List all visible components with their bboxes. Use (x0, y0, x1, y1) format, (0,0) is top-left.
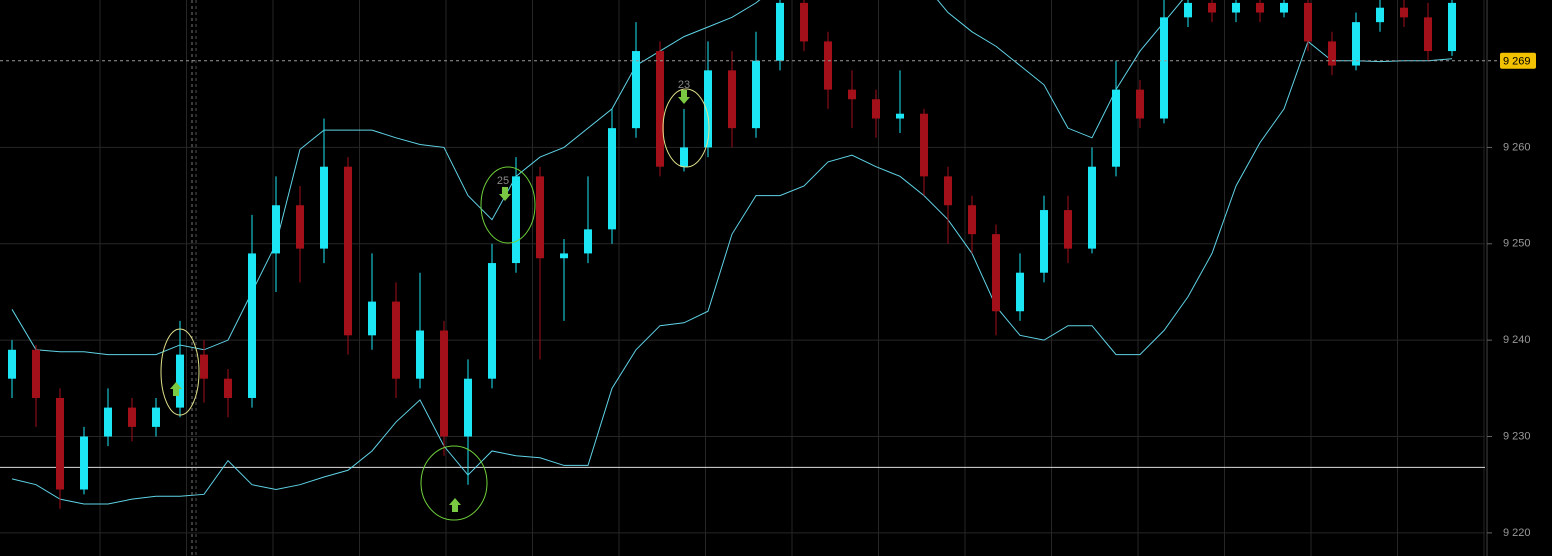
candle-body (488, 263, 496, 379)
candle-body (512, 176, 520, 264)
candle-body (1448, 2, 1456, 52)
candle-body (440, 330, 448, 437)
y-tick-label: 9 230 (1503, 430, 1531, 442)
candle-body (344, 166, 352, 336)
buy-arrow (170, 382, 182, 396)
candle-body (224, 378, 232, 398)
candle-body (1232, 2, 1240, 13)
sell-arrow (499, 187, 511, 201)
candle-body (824, 41, 832, 90)
candle-body (392, 301, 400, 379)
candle-body (872, 99, 880, 119)
bollinger-band (11, 40, 1453, 505)
candle-body (848, 89, 856, 100)
candle-body (1088, 166, 1096, 249)
candle-body (1304, 2, 1312, 42)
candle-body (560, 253, 568, 259)
signal-arrows (170, 90, 690, 512)
candle-body (704, 70, 712, 148)
plot (0, 0, 1485, 509)
candle-body (1256, 2, 1264, 13)
candle-body (248, 253, 256, 398)
candle-body (1136, 89, 1144, 119)
candle-body (632, 51, 640, 129)
candle-body (176, 354, 184, 408)
candle-body (584, 229, 592, 254)
y-tick-label: 9 220 (1503, 527, 1531, 539)
candle-body (128, 407, 136, 427)
candle-body (296, 205, 304, 249)
signal-circle (160, 328, 200, 416)
candle-body (1160, 17, 1168, 119)
price-tag-label: 9 269 (1503, 56, 1531, 68)
y-tick-label: 9 240 (1503, 334, 1531, 346)
candle-body (1376, 7, 1384, 23)
signal-circle (480, 166, 536, 244)
grid (0, 0, 1485, 556)
y-tick-label: 9 260 (1503, 141, 1531, 153)
candle-body (1064, 210, 1072, 249)
y-axis: 9 220 9 230 9 240 9 250 9 260 (1487, 141, 1531, 539)
price-tag (1500, 52, 1536, 69)
candle-body (1112, 89, 1120, 167)
signals (160, 88, 710, 521)
candle-body (992, 234, 1000, 312)
candle-body (920, 113, 928, 177)
candle-body (680, 147, 688, 167)
candle-body (8, 349, 16, 379)
candle-body (536, 176, 544, 259)
candle-body (1040, 210, 1048, 273)
candle-body (1280, 2, 1288, 13)
candle-body (272, 205, 280, 254)
candle-body (104, 407, 112, 437)
signal-circle (662, 88, 710, 168)
candle-body (1208, 2, 1216, 13)
candle-body (1184, 2, 1192, 18)
candle-body (32, 349, 40, 398)
candle-body (320, 166, 328, 249)
sell-arrow (678, 90, 690, 104)
candle-body (464, 378, 472, 437)
candle-body (416, 330, 424, 379)
candle-body (728, 70, 736, 129)
candle-body (1424, 17, 1432, 52)
signal-circle (420, 445, 488, 521)
candle-body (752, 60, 760, 129)
candle-body (1400, 7, 1408, 18)
y-tick-label: 9 250 (1503, 238, 1531, 250)
candle-body (896, 113, 904, 119)
candle-body (800, 2, 808, 42)
candle-body (200, 354, 208, 379)
candle-body (776, 2, 784, 61)
candle-body (608, 128, 616, 230)
candle-body (968, 205, 976, 235)
candle-body (152, 407, 160, 427)
candle-body (56, 397, 64, 490)
candle-body (656, 51, 664, 167)
candle-body (368, 301, 376, 336)
candle-body (1328, 41, 1336, 66)
candle-body (80, 436, 88, 490)
candle-body (1352, 22, 1360, 66)
annotation: 25 (497, 175, 509, 187)
candle-body (1016, 272, 1024, 312)
annotation: 23 (678, 79, 690, 91)
candle-body (944, 176, 952, 206)
buy-arrow (449, 498, 461, 512)
